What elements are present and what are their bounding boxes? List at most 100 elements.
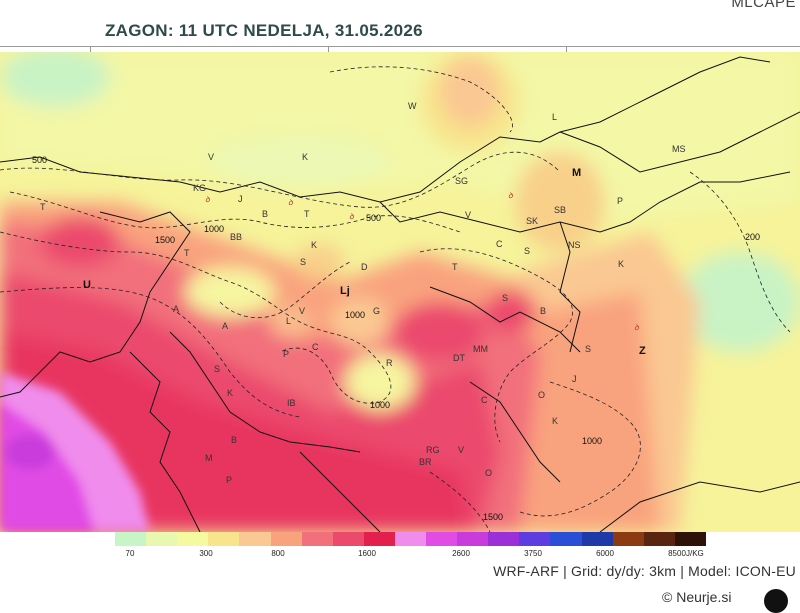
- legend-tick-label: 300: [199, 549, 213, 558]
- city-label: K: [302, 152, 308, 162]
- cape-field: [0, 52, 800, 532]
- map-title: ZAGON: 11 UTC NEDELJA, 31.05.2026: [105, 21, 423, 40]
- model-info: WRF-ARF | Grid: dy/dy: 3km | Model: ICON…: [493, 563, 796, 579]
- contour-label-group: 500 500 1000 1500 1000 1000 1000 200 150…: [32, 155, 760, 522]
- contour-label: 1000: [370, 400, 390, 410]
- contour-label: 1500: [155, 235, 175, 245]
- header-tick: [328, 46, 329, 52]
- city-label: B: [231, 435, 237, 445]
- city-label: S: [502, 293, 508, 303]
- legend-tick-label: 6000: [596, 549, 614, 558]
- legend-swatch: [332, 532, 364, 546]
- red-marker: ꝺ: [205, 195, 211, 204]
- city-label: M: [205, 453, 213, 463]
- legend-swatch: [363, 532, 395, 546]
- city-label: Z: [639, 345, 646, 357]
- city-label: V: [465, 210, 471, 220]
- city-label: B: [262, 209, 268, 219]
- legend-swatch: [612, 532, 644, 546]
- red-marker: ꝺ: [634, 323, 640, 332]
- city-label: SG: [455, 176, 468, 186]
- city-label: K: [552, 416, 558, 426]
- city-label: T: [452, 262, 458, 272]
- city-label: KG: [193, 183, 206, 193]
- contour-label: 200: [745, 232, 760, 242]
- legend-tick-label: 1600: [358, 549, 376, 558]
- marker-group: ꝺ ꝺ ꝺ ꝺ ꝺ: [205, 191, 640, 332]
- city-label: W: [408, 101, 417, 111]
- legend-swatch: [643, 532, 675, 546]
- red-marker: ꝺ: [508, 191, 514, 200]
- city-label: U: [83, 279, 91, 291]
- legend-tick-label: 2600: [452, 549, 470, 558]
- city-label: S: [585, 344, 591, 354]
- contour-label: 500: [366, 213, 381, 223]
- city-label: SB: [554, 205, 566, 215]
- city-label: BR: [419, 457, 432, 467]
- city-label: IB: [287, 398, 296, 408]
- legend-tick-label: 70: [125, 549, 135, 558]
- logo-icon: [764, 589, 788, 613]
- legend-swatch: [519, 532, 551, 546]
- city-label: DT: [453, 353, 465, 363]
- contour-label: 1000: [204, 224, 224, 234]
- city-label: P: [283, 349, 289, 359]
- legend-swatch: [84, 532, 116, 546]
- city-label: BB: [230, 232, 242, 242]
- city-label: M: [572, 167, 581, 179]
- legend-swatch: [426, 532, 458, 546]
- city-label: S: [300, 257, 306, 267]
- city-label: P: [617, 196, 623, 206]
- header-divider: [0, 46, 800, 47]
- red-marker: ꝺ: [349, 212, 355, 221]
- city-label: A: [222, 321, 228, 331]
- legend-swatch: [177, 532, 209, 546]
- red-marker: ꝺ: [288, 198, 294, 207]
- legend-swatch: [208, 532, 240, 546]
- city-label: G: [373, 306, 380, 316]
- city-label: NS: [568, 240, 581, 250]
- city-label: T: [184, 248, 190, 258]
- city-label: Lj: [340, 285, 350, 297]
- legend-swatch: [239, 532, 271, 546]
- city-label: V: [299, 306, 305, 316]
- city-label: A: [173, 304, 179, 314]
- city-label: J: [238, 194, 243, 204]
- city-label: S: [214, 364, 220, 374]
- legend-swatch: [301, 532, 333, 546]
- city-label: C: [312, 342, 319, 352]
- legend-swatch: [115, 532, 147, 546]
- copyright: © Neurje.si: [662, 589, 732, 605]
- legend-unit: J/KG: [686, 549, 704, 558]
- legend-tick-label: 8500: [668, 549, 686, 558]
- country-borders: [0, 56, 800, 532]
- city-label: MS: [672, 144, 686, 154]
- city-label: D: [361, 262, 368, 272]
- legend-swatch: [394, 532, 427, 546]
- legend-tick-label: 800: [271, 549, 285, 558]
- header-tick: [566, 46, 567, 52]
- city-label-group: W L V K MS M KG SG P J B T SK SB T BB V …: [40, 101, 686, 485]
- city-label: RG: [426, 445, 440, 455]
- legend-swatch: [581, 532, 613, 546]
- city-label: T: [304, 209, 310, 219]
- city-label: C: [481, 395, 488, 405]
- legend-swatch: [488, 532, 520, 546]
- city-label: P: [226, 475, 232, 485]
- legend-swatch: [674, 532, 706, 546]
- cape-map[interactable]: 500 500 1000 1500 1000 1000 1000 200 150…: [0, 52, 800, 532]
- legend-tick-label: 3750: [524, 549, 542, 558]
- legend-swatch: [550, 532, 582, 546]
- city-label: T: [40, 202, 46, 212]
- city-label: V: [458, 445, 464, 455]
- city-label: O: [538, 390, 545, 400]
- city-label: SK: [526, 216, 538, 226]
- city-label: J: [572, 374, 577, 384]
- city-label: K: [311, 240, 317, 250]
- contour-label: 1500: [483, 512, 503, 522]
- city-label: K: [227, 388, 233, 398]
- contour-label: 500: [32, 155, 47, 165]
- city-label: O: [485, 468, 492, 478]
- header-tick: [90, 46, 91, 52]
- cape-contours: [0, 66, 791, 532]
